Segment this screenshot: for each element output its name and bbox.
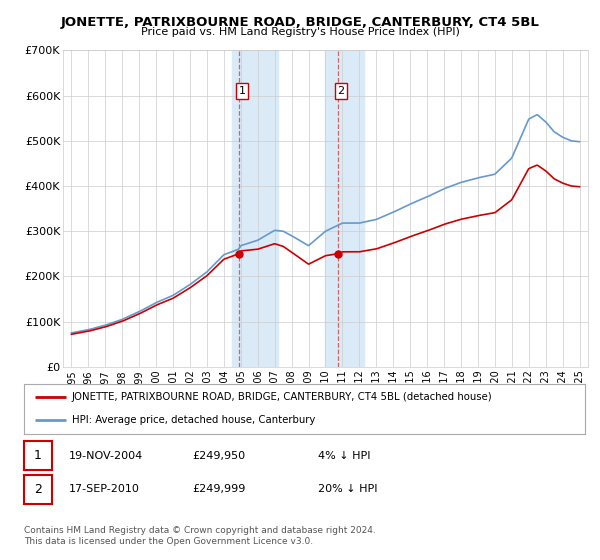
Text: 19-NOV-2004: 19-NOV-2004 bbox=[69, 451, 143, 461]
Text: 1: 1 bbox=[34, 449, 42, 463]
Bar bbox=[325, 50, 364, 367]
Text: Contains HM Land Registry data © Crown copyright and database right 2024.
This d: Contains HM Land Registry data © Crown c… bbox=[24, 526, 376, 546]
Text: £249,950: £249,950 bbox=[192, 451, 245, 461]
Text: £249,999: £249,999 bbox=[192, 484, 245, 494]
Text: 2: 2 bbox=[337, 86, 344, 96]
Text: 2: 2 bbox=[34, 483, 42, 496]
Text: 1: 1 bbox=[239, 86, 245, 96]
Text: 20% ↓ HPI: 20% ↓ HPI bbox=[318, 484, 377, 494]
Bar bbox=[232, 50, 278, 367]
Text: JONETTE, PATRIXBOURNE ROAD, BRIDGE, CANTERBURY, CT4 5BL: JONETTE, PATRIXBOURNE ROAD, BRIDGE, CANT… bbox=[61, 16, 539, 29]
Text: JONETTE, PATRIXBOURNE ROAD, BRIDGE, CANTERBURY, CT4 5BL (detached house): JONETTE, PATRIXBOURNE ROAD, BRIDGE, CANT… bbox=[71, 392, 493, 402]
Text: HPI: Average price, detached house, Canterbury: HPI: Average price, detached house, Cant… bbox=[71, 416, 315, 426]
Text: 4% ↓ HPI: 4% ↓ HPI bbox=[318, 451, 371, 461]
Text: 17-SEP-2010: 17-SEP-2010 bbox=[69, 484, 140, 494]
Text: Price paid vs. HM Land Registry's House Price Index (HPI): Price paid vs. HM Land Registry's House … bbox=[140, 27, 460, 37]
